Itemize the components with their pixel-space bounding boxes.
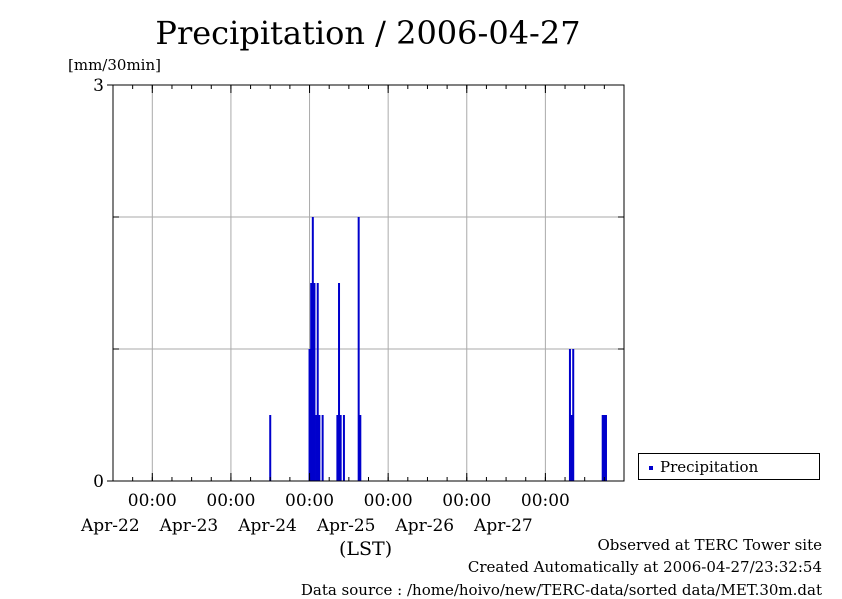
footer-observation-site: Observed at TERC Tower site	[597, 536, 822, 554]
x-tick-time-label: 00:00	[285, 491, 334, 511]
precipitation-bar	[310, 283, 313, 481]
x-tick-date-label: Apr-23	[159, 516, 219, 536]
precipitation-bar	[604, 415, 607, 481]
precipitation-bar	[338, 283, 341, 481]
x-axis-unit-label: (LST)	[339, 538, 393, 560]
y-axis-unit-label: [mm/30min]	[68, 56, 161, 74]
grid-lines	[113, 85, 624, 481]
x-tick-time-label: 00:00	[442, 491, 491, 511]
precipitation-bar	[308, 349, 311, 481]
precipitation-bar	[570, 415, 573, 481]
precipitation-bar	[342, 415, 345, 481]
y-tick-label: 3	[93, 76, 104, 96]
x-tick-date-label: Apr-26	[394, 516, 454, 536]
axis-tick-labels: 00:00 Apr-22 00:00 Apr-23 00:00 Apr-24 00:00 Ap…	[80, 76, 570, 536]
precipitation-bar	[568, 349, 571, 481]
precipitation-bar	[318, 415, 321, 481]
precipitation-bar	[357, 217, 360, 481]
x-tick-date-label: Apr-27	[473, 516, 533, 536]
precipitation-bar	[316, 283, 319, 481]
footer-data-source: Data source : /home/hoivo/new/TERC-data/…	[300, 581, 822, 599]
footer-created-time: Created Automatically at 2006-04-27/23:3…	[467, 558, 822, 576]
precipitation-bar	[572, 349, 575, 481]
y-tick-label: 0	[93, 472, 104, 492]
chart-title: Precipitation / 2006-04-27	[155, 14, 581, 52]
x-tick-time-label: 00:00	[206, 491, 255, 511]
plot-frame	[112, 84, 625, 482]
precipitation-bar	[603, 415, 606, 481]
precipitation-bar	[321, 415, 324, 481]
x-tick-time-label: 00:00	[521, 491, 570, 511]
legend-label-precipitation: Precipitation	[660, 458, 759, 476]
precipitation-bars	[269, 217, 607, 481]
precipitation-bar	[269, 415, 272, 481]
legend-swatch-precipitation	[649, 466, 653, 470]
x-tick-time-label: 00:00	[128, 491, 177, 511]
precipitation-bar	[339, 415, 342, 481]
x-tick-date-label: Apr-22	[80, 516, 140, 536]
legend: Precipitation	[638, 453, 820, 480]
precipitation-bar	[311, 217, 314, 481]
x-tick-date-label: Apr-24	[237, 516, 297, 536]
precipitation-bar	[359, 415, 362, 481]
axis-ticks	[107, 84, 625, 482]
x-tick-time-label: 00:00	[364, 491, 413, 511]
x-tick-date-label: Apr-25	[316, 516, 376, 536]
precipitation-bar	[601, 415, 604, 481]
precipitation-bar	[315, 415, 318, 481]
precipitation-bar	[313, 283, 316, 481]
precipitation-bar	[336, 415, 339, 481]
